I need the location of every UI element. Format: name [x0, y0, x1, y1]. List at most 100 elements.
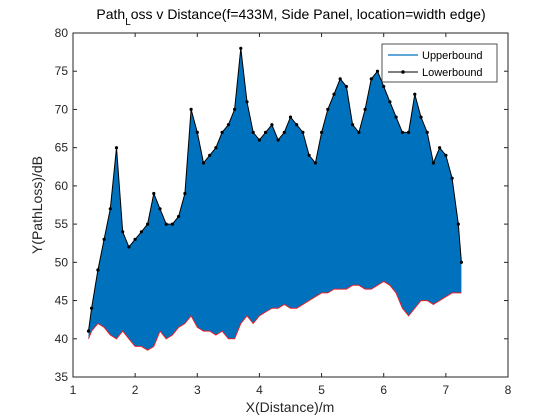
lowerbound-point — [450, 176, 454, 180]
chart-title: PathLoss v Distance(f=433M, Side Panel, … — [96, 6, 485, 28]
lowerbound-point — [251, 130, 255, 134]
lowerbound-point — [438, 146, 442, 150]
lowerbound-point — [152, 191, 156, 196]
y-tick-label: 65 — [55, 141, 69, 155]
lowerbound-point — [295, 123, 299, 127]
x-tick-label: 1 — [70, 383, 77, 397]
legend-upperbound-label: Upperbound — [422, 50, 483, 62]
lowerbound-point — [158, 207, 162, 211]
x-tick-label: 2 — [132, 383, 139, 397]
lowerbound-point — [419, 115, 423, 119]
legend-lowerbound-label: Lowerbound — [422, 67, 483, 79]
lowerbound-point — [264, 130, 268, 134]
chart-title-rest: oss v Distance(f=433M, Side Panel, locat… — [131, 6, 486, 22]
series-bottom-edge-line — [88, 280, 462, 351]
lowerbound-point — [388, 100, 392, 104]
lowerbound-point — [407, 130, 411, 134]
series-upperbound-line — [88, 108, 462, 332]
lowerbound-point — [456, 222, 460, 226]
y-tick-label: 80 — [55, 26, 69, 40]
lowerbound-point — [133, 237, 137, 241]
lowerbound-point — [382, 84, 386, 89]
lowerbound-point — [459, 260, 463, 264]
lowerbound-point — [344, 84, 348, 89]
lowerbound-point — [394, 115, 398, 119]
lowerbound-point — [425, 130, 429, 134]
lowerbound-point — [363, 107, 367, 111]
chart-title-main: Path — [96, 6, 125, 22]
lowerbound-point — [245, 100, 249, 104]
lowerbound-point — [108, 207, 112, 211]
x-tick-label: 5 — [318, 383, 325, 397]
legend-lowerbound-marker — [401, 70, 405, 74]
chart-title-subscript: L — [125, 17, 131, 28]
x-tick-label: 8 — [505, 383, 512, 397]
x-tick-label: 6 — [380, 383, 387, 397]
lowerbound-point — [320, 130, 324, 134]
lowerbound-point — [139, 230, 143, 234]
lowerbound-point — [102, 237, 106, 241]
lowerbound-point — [444, 153, 448, 157]
lowerbound-point — [195, 130, 199, 134]
y-tick-label: 55 — [55, 217, 69, 231]
lowerbound-point — [239, 46, 243, 50]
lowerbound-point — [288, 115, 293, 119]
lowerbound-point — [233, 107, 237, 111]
y-tick-label: 75 — [55, 64, 69, 78]
lowerbound-point — [357, 130, 361, 134]
lowerbound-point — [301, 130, 305, 134]
y-tick-label: 50 — [55, 255, 69, 269]
x-tick-label: 3 — [194, 383, 201, 397]
lowerbound-point — [332, 92, 336, 96]
lowerbound-point — [313, 161, 317, 165]
y-tick-label: 70 — [55, 102, 69, 116]
lowerbound-point — [257, 138, 261, 142]
lowerbound-point — [282, 130, 286, 134]
series-fill-band — [88, 48, 462, 351]
y-tick-label: 45 — [55, 294, 69, 308]
lowerbound-point — [127, 245, 131, 249]
lowerbound-point — [276, 138, 280, 142]
lowerbound-point — [307, 153, 311, 157]
lowerbound-point — [270, 123, 274, 127]
lowerbound-point — [351, 123, 355, 127]
x-tick-label: 7 — [443, 383, 450, 397]
lowerbound-point — [96, 268, 100, 272]
lowerbound-point — [170, 222, 174, 226]
lowerbound-point — [114, 146, 119, 150]
lowerbound-point — [214, 146, 218, 150]
lowerbound-point — [183, 191, 187, 196]
lowerbound-point — [431, 161, 435, 165]
lowerbound-point — [400, 130, 404, 134]
lowerbound-point — [164, 222, 168, 226]
lowerbound-point — [226, 123, 230, 127]
lowerbound-point — [90, 306, 94, 310]
x-tick-label: 4 — [256, 383, 263, 397]
legend: Upperbound Lowerbound — [381, 43, 498, 83]
lowerbound-point — [375, 69, 380, 73]
lowerbound-point — [413, 92, 417, 96]
legend-box — [381, 43, 498, 83]
axes-box — [72, 32, 509, 378]
lowerbound-point — [201, 161, 206, 165]
y-tick-label: 60 — [55, 179, 69, 193]
lowerbound-point — [220, 130, 224, 134]
lowerbound-point — [121, 230, 125, 234]
lowerbound-point — [326, 107, 330, 111]
lowerbound-point — [177, 214, 181, 219]
data-layer — [86, 46, 463, 351]
y-axis-title: Y(PathLoss)/dB — [29, 156, 45, 254]
y-tick-label: 35 — [55, 370, 69, 384]
x-axis-ticks: 1 2 3 4 5 6 7 8 — [70, 33, 512, 397]
lowerbound-point — [189, 107, 193, 111]
y-axis-ticks: 35 40 45 50 55 60 65 70 75 80 — [55, 26, 508, 384]
y-tick-label: 40 — [55, 332, 69, 346]
lowerbound-point — [208, 153, 212, 157]
lowerbound-point — [369, 77, 373, 81]
x-axis-title: X(Distance)/m — [246, 399, 335, 415]
series-lowerbound-line — [88, 48, 462, 332]
lowerbound-point — [338, 77, 342, 81]
lowerbound-point — [86, 329, 91, 333]
